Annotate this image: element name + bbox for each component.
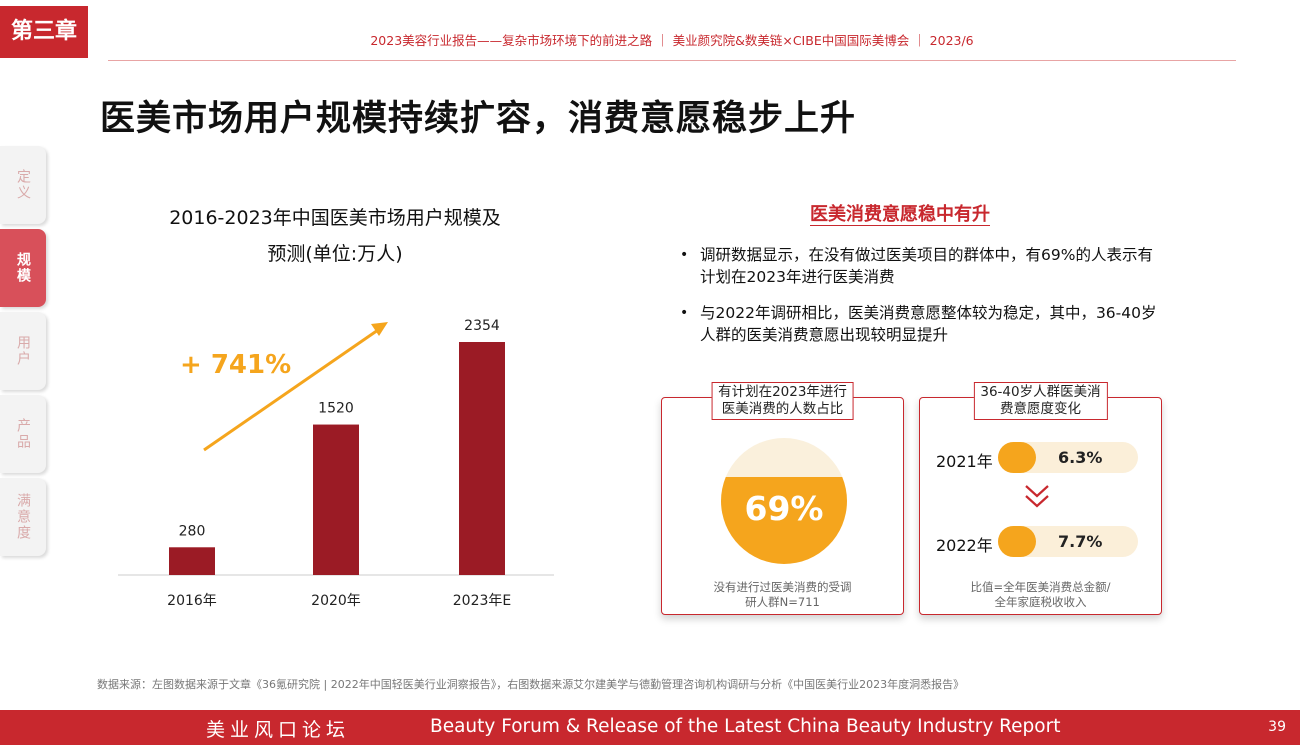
side-nav: 定义 规模 用户 产品 满意度 (0, 146, 46, 561)
x-tick-label: 2016年 (167, 593, 217, 609)
chart-title-line2: 预测(单位:万人) (267, 243, 403, 265)
chart-title: 2016-2023年中国医美市场用户规模及 预测(单位:万人) (140, 200, 530, 272)
card-label: 有计划在2023年进行 医美消费的人数占比 (711, 382, 854, 420)
card-label-line: 有计划在2023年进行 (718, 384, 847, 400)
header-divider (108, 60, 1236, 61)
side-tab-label: 用户 (15, 335, 31, 367)
side-tab-definition[interactable]: 定义 (0, 146, 46, 224)
card-label-line: 费意愿度变化 (999, 401, 1081, 417)
bar-1 (313, 424, 359, 575)
intent-value: 7.7% (1058, 532, 1103, 551)
card-footnote-line: 没有进行过医美消费的受调 (713, 580, 852, 594)
data-source-note: 数据来源：左图数据来源于文章《36氪研究院 | 2022年中国轻医美行业洞察报告… (97, 678, 965, 691)
bullet-icon: • (680, 247, 689, 263)
share-circle: 69% (721, 438, 847, 564)
footer-forum-name: 美业风口论坛 (206, 719, 351, 741)
x-tick-label: 2023年E (453, 593, 511, 609)
report-header: 2023美容行业报告——复杂市场环境下的前进之路 ｜ 美业颜究院&数美链×CIB… (370, 33, 974, 48)
intent-year: 2021年 (936, 452, 993, 471)
intent-heading: 医美消费意愿稳中有升 (810, 204, 990, 225)
card-footnote-line: 全年家庭税收收入 (994, 595, 1087, 609)
card-label: 36-40岁人群医美消 费意愿度变化 (973, 382, 1108, 420)
intent-pill: 6.3% (998, 442, 1138, 473)
finding-text: 与2022年调研相比，医美消费意愿整体较为稳定，其中，36-40岁人群的医美消费… (700, 304, 1157, 344)
intent-value: 6.3% (1058, 448, 1103, 467)
footer-forum-english: Beauty Forum & Release of the Latest Chi… (430, 716, 1061, 737)
findings-list: • 调研数据显示，在没有做过医美项目的群体中，有69%的人表示有计划在2023年进… (680, 244, 1160, 360)
growth-annotation: + 741% (180, 350, 291, 380)
finding-item: • 与2022年调研相比，医美消费意愿整体较为稳定，其中，36-40岁人群的医美消… (680, 302, 1160, 346)
page-title: 医美市场用户规模持续扩容，消费意愿稳步上升 (100, 99, 857, 139)
intent-year: 2022年 (936, 536, 993, 555)
side-tab-scale[interactable]: 规模 (0, 229, 46, 307)
growth-arrow-head (371, 322, 388, 336)
user-scale-bar-chart: 280 2016年 1520 2020年 2354 2023年E + 741% (118, 318, 554, 609)
chart-title-line1: 2016-2023年中国医美市场用户规模及 (169, 207, 501, 229)
bullet-icon: • (680, 305, 689, 321)
growth-arrow-line (203, 328, 379, 452)
intent-pill: 7.7% (998, 526, 1138, 557)
bar-0 (169, 547, 215, 575)
finding-item: • 调研数据显示，在没有做过医美项目的群体中，有69%的人表示有计划在2023年进… (680, 244, 1160, 288)
finding-text: 调研数据显示，在没有做过医美项目的群体中，有69%的人表示有计划在2023年进行… (700, 246, 1153, 286)
card-label-line: 医美消费的人数占比 (721, 401, 844, 417)
double-chevron-down-icon (1025, 485, 1049, 508)
intent-row-2022: 2022年 7.7% (936, 526, 1146, 558)
intent-change-card: 36-40岁人群医美消 费意愿度变化 2021年 6.3% 2022年 7.7%… (919, 382, 1162, 615)
card-footnote: 比值=全年医美消费总金额/ 全年家庭税收收入 (920, 580, 1161, 610)
side-tab-label: 产品 (15, 418, 31, 450)
intent-pill-dot (998, 526, 1036, 557)
side-tab-users[interactable]: 用户 (0, 312, 46, 390)
card-footnote-line: 比值=全年医美消费总金额/ (970, 580, 1111, 594)
share-value: 69% (744, 488, 824, 528)
side-tab-label: 满意度 (15, 493, 31, 541)
bar-2 (459, 342, 505, 575)
side-tab-products[interactable]: 产品 (0, 395, 46, 473)
x-tick-label: 2020年 (311, 593, 361, 609)
card-footnote: 没有进行过医美消费的受调 研人群N=711 (662, 580, 903, 610)
plan-share-card: 有计划在2023年进行 医美消费的人数占比 69% 没有进行过医美消费的受调 研… (661, 382, 904, 615)
footer-bar: 美业风口论坛 Beauty Forum & Release of the Lat… (0, 710, 1300, 745)
intent-pill-dot (998, 442, 1036, 473)
card-footnote-line: 研人群N=711 (745, 595, 820, 609)
side-tab-satisfaction[interactable]: 满意度 (0, 478, 46, 556)
chapter-tag: 第三章 (0, 6, 88, 58)
side-tab-label: 规模 (15, 252, 31, 284)
bar-value-label: 280 (179, 523, 206, 539)
bar-value-label: 2354 (464, 318, 500, 334)
side-tab-label: 定义 (15, 169, 31, 201)
bar-value-label: 1520 (318, 401, 354, 417)
page-number: 39 (1268, 719, 1286, 735)
card-label-line: 36-40岁人群医美消 (980, 384, 1101, 400)
intent-row-2021: 2021年 6.3% (936, 442, 1146, 474)
